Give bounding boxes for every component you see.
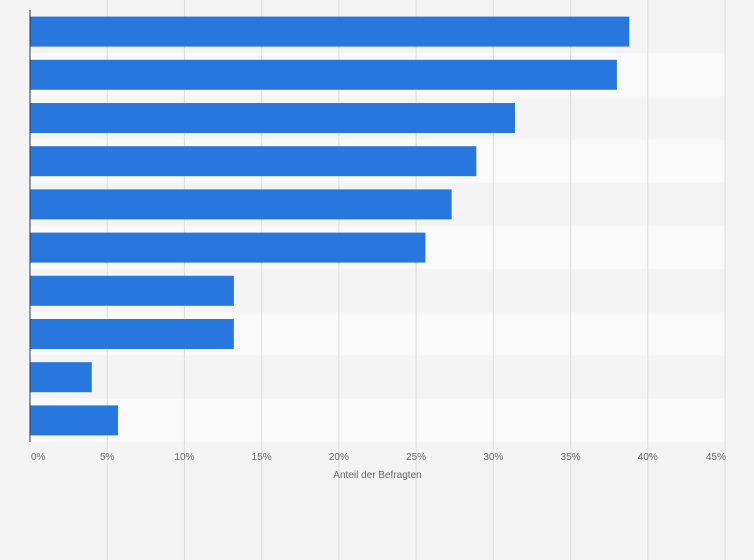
bar[interactable]	[30, 405, 119, 436]
row-band	[30, 398, 725, 442]
bar[interactable]	[30, 319, 234, 349]
row-band	[30, 355, 725, 399]
bar[interactable]	[30, 232, 426, 263]
bar[interactable]	[30, 189, 452, 220]
x-tick-label: 30%	[483, 452, 503, 463]
x-tick-label: 10%	[174, 452, 194, 463]
bar[interactable]	[30, 103, 515, 133]
x-axis-ticks: 0% 5% 10% 15% 20% 25% 30% 35% 40% 45%	[31, 452, 726, 463]
x-tick-label: 20%	[329, 452, 349, 463]
x-tick-label: 15%	[252, 452, 272, 463]
bar[interactable]	[30, 16, 630, 47]
x-tick-label: 40%	[638, 452, 658, 463]
bars	[30, 16, 630, 436]
x-tick-label: 45%	[706, 452, 726, 463]
bar[interactable]	[30, 146, 477, 177]
bar[interactable]	[30, 362, 92, 393]
x-tick-label: 0%	[31, 452, 46, 463]
x-tick-label: 5%	[100, 452, 115, 463]
x-axis-label: Anteil der Befragten	[333, 470, 421, 481]
x-tick-label: 25%	[406, 452, 426, 463]
x-tick-label: 35%	[561, 452, 581, 463]
bar[interactable]	[30, 275, 234, 306]
bar[interactable]	[30, 59, 617, 90]
